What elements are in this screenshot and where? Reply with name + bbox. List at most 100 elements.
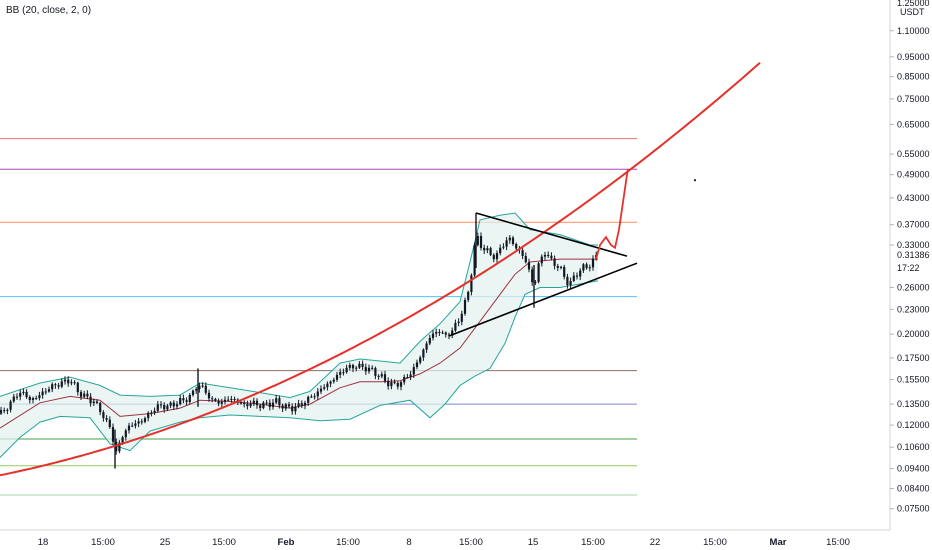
candle-body [492,254,495,260]
candle-body [300,403,303,406]
candle-body [345,367,348,373]
candle-body [547,255,550,256]
candle-body [563,266,566,277]
candle-body [348,365,351,368]
candle-body [540,256,543,264]
bb-upper-band [0,212,598,399]
candle-body [332,379,335,382]
candle-body [431,333,435,338]
horizontal-levels[interactable] [0,138,637,496]
price-axis-label: 0.85000 [897,72,930,82]
price-axis-currency: USDT [900,7,925,17]
candle-body [230,399,233,400]
candle-body [575,275,579,277]
candle-body [502,246,505,248]
candle-body [233,399,236,400]
candle-body [569,281,572,286]
candle-body [99,402,102,413]
candle-body [95,401,99,403]
candle-body [169,402,172,406]
candle-body [284,404,287,409]
candle-body [342,372,345,374]
candle-body [358,363,361,368]
candles[interactable] [0,213,598,469]
candle-body [172,402,175,407]
candle-body [3,410,6,412]
bar-countdown-label: 17:22 [897,263,920,273]
candle-body [339,372,342,375]
candle-body [278,398,281,406]
candle-body [371,367,374,369]
candle-body [566,276,569,286]
price-axis-label: 0.07500 [897,504,930,514]
candle-body [76,382,79,393]
candle-body [572,275,575,281]
price-axis-label: 1.10000 [897,26,930,36]
price-axis-label: 0.65000 [897,119,930,129]
candle-body [41,391,44,396]
candle-body [281,405,284,409]
candle-body [515,244,518,249]
candle-body [467,291,470,300]
candle-body [425,343,428,350]
candle-body [316,391,319,397]
candle-body [201,385,204,387]
candle-body [383,374,387,381]
time-axis[interactable]: 18 15:00 25 15:00 Feb 15:00 8 15:00 15 15:00 22 15:… [0,529,890,548]
price-axis-label: 0.10600 [897,442,930,452]
price-axis-label: 0.37000 [897,220,930,230]
candle-body [310,396,313,398]
candle-body [534,281,537,283]
candle-body [579,270,582,277]
candle-body [223,399,227,402]
candle-body [79,392,83,397]
price-axis[interactable]: 1.25000 USDT 1.10000 0.95000 0.85000 0.7500… [889,0,930,530]
candle-body [143,418,147,422]
candle-body [150,412,153,414]
candle-body [521,250,524,256]
candle-body [51,384,54,390]
bb-indicator-label[interactable]: BB (20, close, 2, 0) [6,5,92,16]
price-axis-label: 0.12000 [897,420,930,430]
candle-body [489,248,492,255]
candle-body [454,323,457,331]
time-axis-label: 15:00 [581,537,605,548]
candle-body [505,240,508,247]
time-axis-label: 18 [38,537,49,548]
candle-body [147,412,150,419]
price-axis-label: 0.43000 [897,193,930,203]
candle-body [479,236,483,248]
candle-body [329,381,332,384]
projection-path [595,169,629,260]
candle-body [259,405,262,408]
candle-body [204,385,207,393]
bollinger-bands [0,212,599,458]
candle-body [511,237,515,244]
candle-body [163,405,166,410]
candle-body [252,400,255,404]
candle-body [387,380,390,387]
price-axis-label: 0.08400 [897,484,930,494]
candle-body [9,401,12,410]
candle-body [463,299,467,314]
time-axis-label: Mar [770,537,787,548]
price-axis-label: 0.09400 [897,464,930,474]
candle-body [556,266,559,268]
candle-body [22,391,25,393]
candle-body [249,403,252,407]
candle-body [102,412,105,418]
time-axis-label: 22 [650,537,661,548]
candle-body [121,437,124,443]
candle-body [585,264,588,269]
drawings[interactable] [0,61,761,477]
candle-body [355,367,358,369]
candle-body [131,425,134,427]
candle-body [550,255,553,259]
candle-body [531,269,534,283]
price-axis-label: 0.49000 [897,170,930,180]
candle-body [108,419,111,427]
candle-body [179,398,182,405]
candle-body [153,410,156,413]
candle-body [111,427,115,442]
